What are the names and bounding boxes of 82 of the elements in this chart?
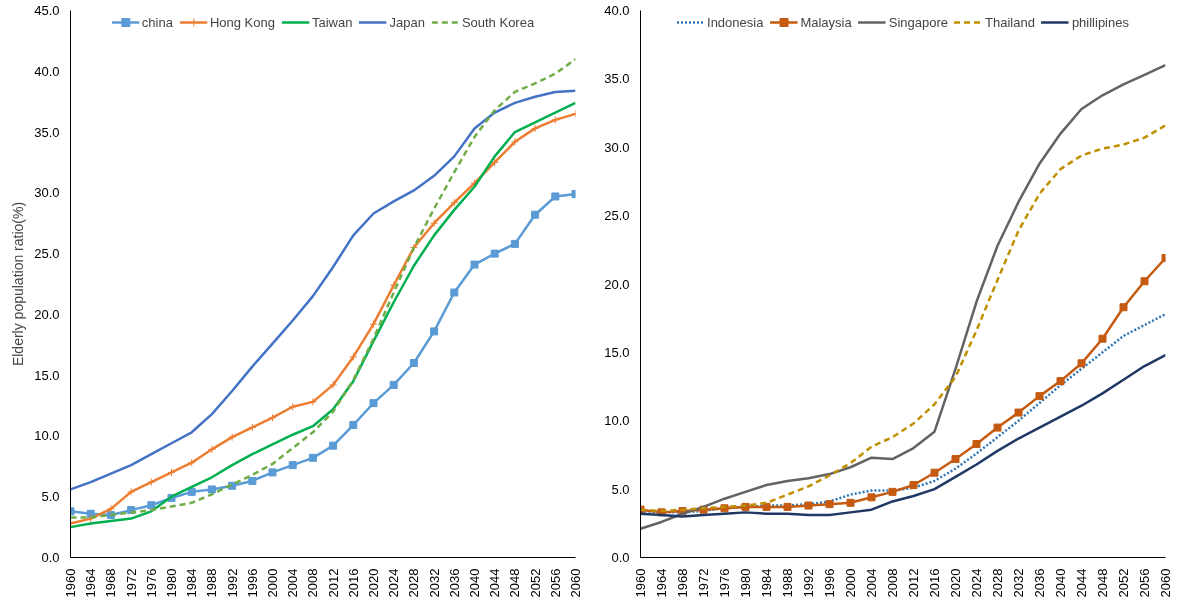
legend-label: phillipines — [1071, 14, 1129, 30]
y-tick-label: 0.0 — [41, 550, 60, 565]
x-tick-label: 1968 — [103, 568, 119, 598]
y-tick-label: 20.0 — [34, 306, 60, 322]
x-tick-label: 1960 — [633, 568, 648, 598]
x-tick-label: 2056 — [1137, 568, 1152, 598]
x-tick-label: 1988 — [204, 568, 220, 598]
x-tick-label: 2048 — [507, 568, 523, 598]
y-tick-label: 25.0 — [604, 208, 630, 224]
x-tick-label: 2040 — [1053, 568, 1068, 598]
y-tick-label: 0.0 — [611, 550, 630, 565]
x-tick-label: 2044 — [1074, 568, 1089, 598]
x-tick-label: 1964 — [654, 568, 669, 598]
x-tick-label: 2024 — [969, 568, 984, 598]
x-tick-label: 1968 — [675, 568, 690, 598]
y-tick-label: 35.0 — [604, 71, 630, 87]
y-tick-label: 5.0 — [611, 481, 630, 497]
legend-label: South Korea — [461, 14, 535, 30]
x-tick-label: 2044 — [487, 568, 503, 598]
y-tick-label: 30.0 — [34, 185, 60, 201]
x-tick-label: 1984 — [759, 568, 774, 598]
x-tick-label: 1972 — [696, 568, 711, 598]
x-tick-label: 1996 — [822, 568, 837, 598]
x-tick-label: 1992 — [801, 568, 816, 598]
y-tick-label: 30.0 — [604, 139, 630, 155]
x-tick-label: 2024 — [386, 568, 402, 598]
x-tick-label: 1992 — [224, 568, 240, 598]
legend-label: Hong Kong — [209, 14, 275, 30]
x-tick-label: 2000 — [843, 568, 858, 598]
x-tick-label: 2028 — [990, 568, 1005, 598]
y-tick-label: 40.0 — [604, 3, 630, 18]
y-tick-label: 45.0 — [34, 3, 60, 18]
x-tick-label: 1980 — [164, 568, 179, 598]
x-tick-label: 2004 — [285, 568, 301, 598]
y-tick-label: 40.0 — [34, 63, 60, 79]
y-tick-label: 10.0 — [604, 413, 630, 429]
x-tick-label: 2052 — [527, 568, 543, 598]
x-tick-label: 2032 — [426, 568, 442, 598]
y-tick-label: 15.0 — [604, 344, 630, 360]
x-tick-label: 2032 — [1011, 568, 1026, 598]
x-tick-label: 2004 — [864, 568, 879, 598]
x-tick-label: 2016 — [927, 568, 942, 598]
x-tick-label: 2060 — [568, 568, 583, 598]
x-tick-label: 2016 — [345, 568, 361, 598]
x-tick-label: 2036 — [446, 568, 462, 598]
x-tick-label: 2012 — [325, 568, 341, 598]
legend-label: Taiwan — [311, 14, 353, 30]
x-tick-label: 2060 — [1158, 568, 1173, 598]
x-tick-label: 1976 — [717, 568, 732, 598]
y-tick-label: 25.0 — [34, 246, 60, 262]
x-tick-label: 1972 — [123, 568, 139, 598]
x-tick-label: 2028 — [406, 568, 422, 598]
y-tick-label: 20.0 — [604, 276, 630, 292]
x-tick-label: 2020 — [366, 568, 381, 598]
x-tick-label: 2056 — [547, 568, 563, 598]
x-tick-label: 1964 — [83, 568, 99, 598]
legend-label: Indonesia — [707, 14, 764, 30]
x-tick-label: 1960 — [63, 568, 78, 598]
x-tick-label: 2008 — [885, 568, 900, 598]
legend-label: china — [141, 14, 173, 30]
x-tick-label: 1980 — [738, 568, 753, 598]
y-tick-label: 35.0 — [34, 124, 60, 140]
x-tick-label: 2012 — [906, 568, 921, 598]
y-axis-title: Elderly population ratio(%) — [10, 201, 27, 367]
legend-label: Thailand — [985, 14, 1035, 30]
y-tick-label: 15.0 — [34, 367, 60, 383]
x-tick-label: 2040 — [467, 568, 482, 598]
x-tick-label: 1984 — [184, 568, 200, 598]
x-tick-label: 1988 — [780, 568, 795, 598]
legend-label: Japan — [389, 14, 425, 30]
x-tick-label: 2020 — [948, 568, 963, 598]
y-tick-label: 5.0 — [41, 489, 60, 505]
legend-label: Malaysia — [800, 14, 852, 30]
x-tick-label: 2048 — [1095, 568, 1110, 598]
x-tick-label: 2052 — [1116, 568, 1131, 598]
x-tick-label: 2008 — [305, 568, 321, 598]
x-tick-label: 2036 — [1032, 568, 1047, 598]
y-tick-label: 10.0 — [34, 428, 60, 444]
x-tick-label: 1976 — [143, 568, 159, 598]
x-tick-label: 1996 — [244, 568, 260, 598]
x-tick-label: 2000 — [265, 568, 280, 598]
legend-label: Singapore — [888, 14, 948, 30]
